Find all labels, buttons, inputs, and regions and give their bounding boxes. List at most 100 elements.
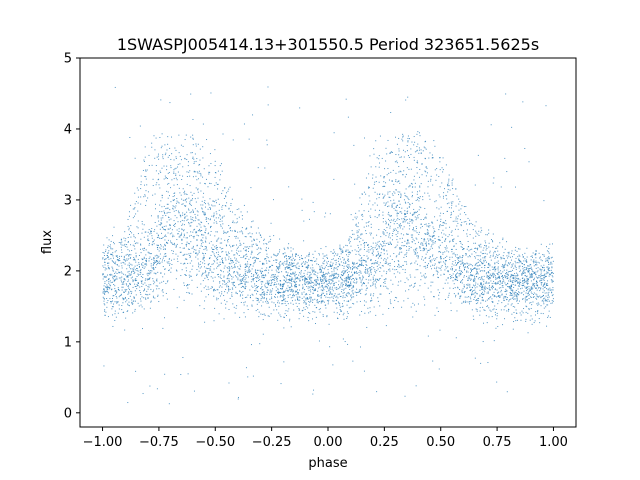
data-point bbox=[392, 194, 394, 196]
data-point bbox=[189, 235, 191, 237]
data-point bbox=[136, 187, 138, 189]
data-point bbox=[142, 258, 144, 260]
data-point bbox=[339, 304, 341, 306]
data-point bbox=[215, 231, 217, 233]
data-point bbox=[532, 288, 534, 290]
data-point bbox=[165, 208, 167, 210]
data-point bbox=[144, 184, 146, 186]
data-point bbox=[241, 276, 243, 278]
data-point bbox=[426, 225, 428, 227]
data-point bbox=[145, 278, 147, 280]
data-point bbox=[104, 264, 106, 266]
data-point bbox=[383, 282, 385, 284]
data-point bbox=[218, 264, 220, 266]
data-point bbox=[339, 264, 341, 266]
data-point bbox=[297, 292, 299, 294]
data-point bbox=[488, 266, 490, 268]
data-point bbox=[435, 200, 437, 202]
data-point bbox=[348, 300, 350, 302]
data-point bbox=[546, 257, 548, 259]
data-point bbox=[107, 274, 109, 276]
data-point bbox=[273, 276, 275, 278]
data-point bbox=[304, 262, 306, 264]
data-point bbox=[456, 195, 458, 197]
data-point bbox=[228, 269, 230, 271]
data-point bbox=[327, 303, 329, 305]
data-point bbox=[103, 288, 105, 290]
data-point bbox=[441, 265, 443, 267]
data-point bbox=[232, 220, 234, 222]
data-point bbox=[355, 277, 357, 279]
data-point bbox=[259, 269, 261, 271]
data-point bbox=[105, 267, 107, 269]
data-point bbox=[523, 264, 525, 266]
data-point bbox=[384, 185, 386, 187]
data-point bbox=[385, 203, 387, 205]
data-point bbox=[226, 284, 228, 286]
data-point bbox=[163, 280, 165, 282]
data-point bbox=[361, 285, 363, 287]
data-point bbox=[378, 279, 380, 281]
data-point bbox=[186, 253, 188, 255]
data-point bbox=[368, 225, 370, 227]
data-point bbox=[401, 245, 403, 247]
data-point bbox=[419, 285, 421, 287]
data-point bbox=[380, 236, 382, 238]
data-point bbox=[431, 255, 433, 257]
data-point bbox=[387, 242, 389, 244]
data-point bbox=[525, 296, 527, 298]
data-point bbox=[141, 285, 143, 287]
data-point bbox=[242, 290, 244, 292]
data-point bbox=[283, 361, 285, 363]
data-point bbox=[215, 252, 217, 254]
data-point bbox=[425, 171, 427, 173]
data-point bbox=[290, 273, 292, 275]
data-point bbox=[186, 219, 188, 221]
data-point bbox=[215, 247, 217, 249]
data-point bbox=[345, 280, 347, 282]
data-point bbox=[103, 285, 105, 287]
data-point bbox=[384, 194, 386, 196]
data-point bbox=[511, 293, 513, 295]
data-point bbox=[102, 265, 104, 267]
data-point bbox=[509, 278, 511, 280]
data-point bbox=[141, 264, 143, 266]
data-point bbox=[451, 182, 453, 184]
data-point bbox=[252, 220, 254, 222]
data-point bbox=[525, 280, 527, 282]
data-point bbox=[164, 154, 166, 156]
data-point bbox=[379, 135, 381, 137]
data-point bbox=[284, 248, 286, 250]
data-point bbox=[406, 233, 408, 235]
data-point bbox=[228, 382, 230, 384]
data-point bbox=[208, 272, 210, 274]
data-point bbox=[428, 223, 430, 225]
data-point bbox=[262, 297, 264, 299]
data-point bbox=[283, 295, 285, 297]
data-point bbox=[234, 266, 236, 268]
data-point bbox=[180, 221, 182, 223]
data-point bbox=[320, 302, 322, 304]
data-point bbox=[470, 274, 472, 276]
data-point bbox=[496, 315, 498, 317]
data-point bbox=[305, 299, 307, 301]
data-point bbox=[302, 258, 304, 260]
data-point bbox=[165, 234, 167, 236]
data-point bbox=[108, 250, 110, 252]
data-point bbox=[209, 208, 211, 210]
data-point bbox=[533, 322, 535, 324]
data-point bbox=[445, 248, 447, 250]
data-point bbox=[438, 236, 440, 238]
data-point bbox=[396, 229, 398, 231]
data-point bbox=[289, 278, 291, 280]
data-point bbox=[111, 281, 113, 283]
data-point bbox=[202, 257, 204, 259]
data-point bbox=[401, 207, 403, 209]
data-point bbox=[370, 279, 372, 281]
data-point bbox=[205, 247, 207, 249]
data-point bbox=[285, 271, 287, 273]
data-point bbox=[412, 213, 414, 215]
data-point bbox=[296, 267, 298, 269]
data-point bbox=[379, 243, 381, 245]
data-point bbox=[159, 224, 161, 226]
